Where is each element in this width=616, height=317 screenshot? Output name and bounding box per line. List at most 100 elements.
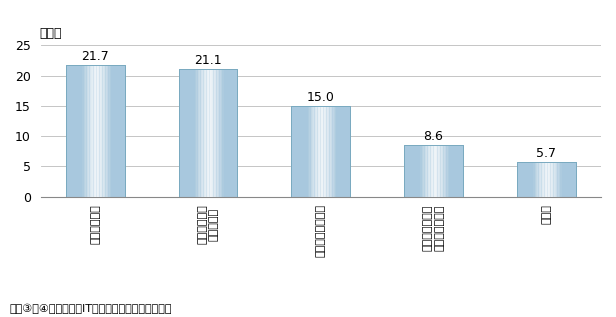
- Bar: [85, 65, 87, 197]
- Bar: [340, 106, 341, 197]
- Bar: [419, 145, 420, 197]
- Bar: [70, 65, 72, 197]
- Bar: [347, 106, 349, 197]
- Bar: [422, 145, 423, 197]
- Bar: [334, 106, 336, 197]
- Bar: [558, 162, 559, 197]
- Bar: [230, 69, 232, 197]
- Bar: [406, 145, 407, 197]
- Bar: [88, 65, 89, 197]
- Bar: [100, 65, 101, 197]
- Bar: [115, 65, 116, 197]
- Bar: [447, 145, 448, 197]
- Bar: [527, 162, 529, 197]
- Bar: [574, 162, 575, 197]
- Bar: [232, 69, 233, 197]
- Bar: [441, 145, 442, 197]
- Bar: [213, 69, 214, 197]
- Bar: [331, 106, 333, 197]
- Bar: [291, 106, 350, 197]
- Bar: [303, 106, 305, 197]
- Bar: [82, 65, 84, 197]
- Text: 15.0: 15.0: [307, 91, 334, 104]
- Bar: [293, 106, 294, 197]
- Bar: [555, 162, 556, 197]
- Bar: [291, 106, 293, 197]
- Bar: [185, 69, 186, 197]
- Bar: [309, 106, 310, 197]
- Bar: [95, 65, 97, 197]
- Bar: [220, 69, 221, 197]
- Bar: [296, 106, 298, 197]
- Bar: [524, 162, 525, 197]
- Bar: [520, 162, 521, 197]
- Bar: [306, 106, 307, 197]
- Bar: [426, 145, 428, 197]
- Bar: [442, 145, 444, 197]
- Bar: [223, 69, 224, 197]
- Bar: [192, 69, 193, 197]
- Bar: [66, 65, 124, 197]
- Bar: [519, 162, 520, 197]
- Bar: [543, 162, 545, 197]
- Text: 図表③、④（出典）「ITと企業行動に関する調査」: 図表③、④（出典）「ITと企業行動に関する調査」: [9, 303, 172, 314]
- Bar: [525, 162, 527, 197]
- Bar: [204, 69, 205, 197]
- Bar: [451, 145, 453, 197]
- Bar: [108, 65, 110, 197]
- Bar: [415, 145, 416, 197]
- Bar: [116, 65, 118, 197]
- Bar: [89, 65, 91, 197]
- Bar: [183, 69, 185, 197]
- Bar: [205, 69, 206, 197]
- Bar: [455, 145, 457, 197]
- Bar: [418, 145, 419, 197]
- Bar: [195, 69, 197, 197]
- Bar: [299, 106, 300, 197]
- Bar: [179, 69, 180, 197]
- Bar: [94, 65, 95, 197]
- Bar: [110, 65, 111, 197]
- Bar: [564, 162, 565, 197]
- Bar: [66, 65, 124, 197]
- Bar: [338, 106, 340, 197]
- Bar: [429, 145, 431, 197]
- Bar: [200, 69, 201, 197]
- Bar: [330, 106, 331, 197]
- Bar: [536, 162, 537, 197]
- Bar: [188, 69, 189, 197]
- Bar: [416, 145, 418, 197]
- Bar: [68, 65, 69, 197]
- Text: （％）: （％）: [39, 28, 62, 41]
- Bar: [120, 65, 122, 197]
- Bar: [123, 65, 124, 197]
- Bar: [542, 162, 543, 197]
- Bar: [559, 162, 561, 197]
- Bar: [105, 65, 107, 197]
- Bar: [314, 106, 315, 197]
- Bar: [233, 69, 235, 197]
- Bar: [225, 69, 227, 197]
- Bar: [73, 65, 75, 197]
- Bar: [404, 145, 463, 197]
- Bar: [218, 69, 220, 197]
- Bar: [567, 162, 568, 197]
- Bar: [318, 106, 319, 197]
- Bar: [458, 145, 460, 197]
- Bar: [404, 145, 406, 197]
- Bar: [97, 65, 99, 197]
- Text: 8.6: 8.6: [424, 130, 444, 143]
- Bar: [450, 145, 451, 197]
- Bar: [198, 69, 200, 197]
- Bar: [298, 106, 299, 197]
- Bar: [539, 162, 540, 197]
- Bar: [300, 106, 302, 197]
- Bar: [317, 106, 318, 197]
- Bar: [556, 162, 558, 197]
- Bar: [410, 145, 411, 197]
- Bar: [99, 65, 100, 197]
- Bar: [554, 162, 555, 197]
- Bar: [434, 145, 435, 197]
- Bar: [411, 145, 413, 197]
- Bar: [570, 162, 571, 197]
